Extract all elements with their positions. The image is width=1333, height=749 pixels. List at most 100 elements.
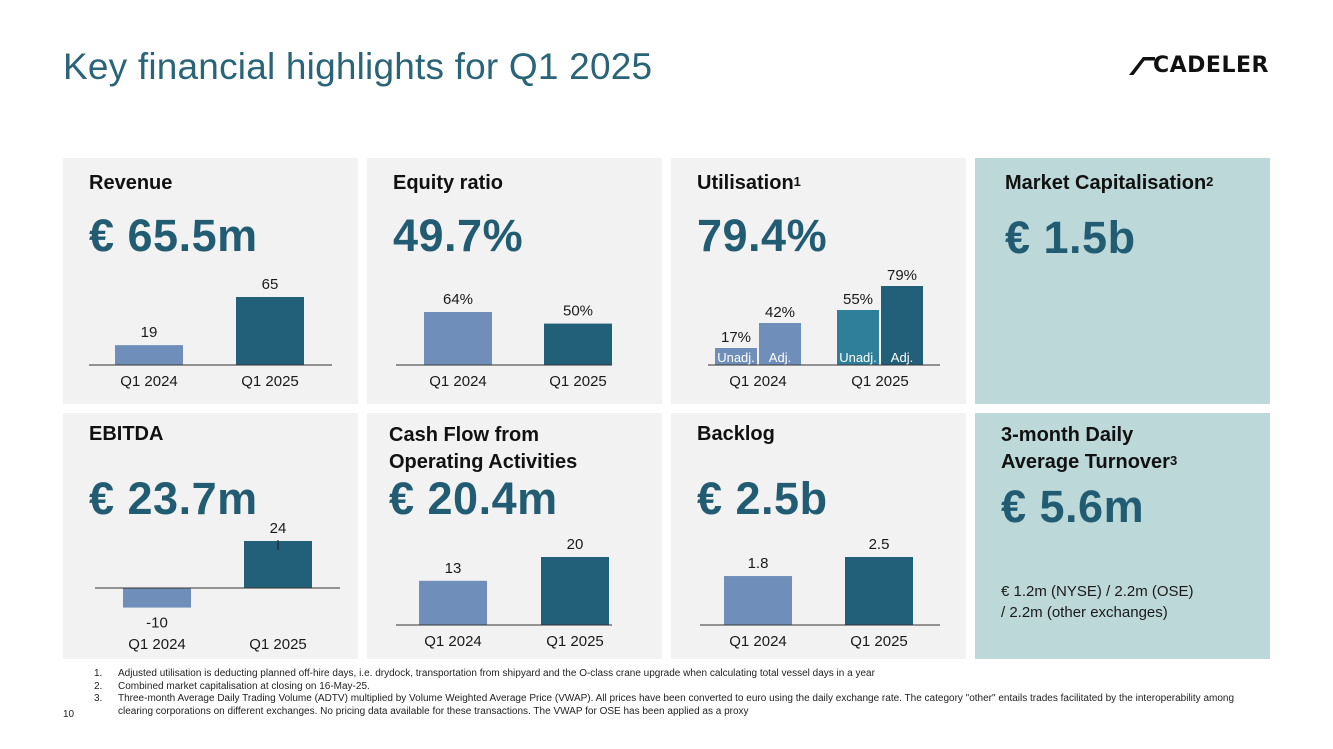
revenue-chart: 19 Q1 2024 65 Q1 2025 [89,276,332,390]
data-label: 17% [721,329,751,346]
tick-label: Q1 2025 [546,633,604,650]
turnover-note: € 1.2m (NYSE) / 2.2m (OSE) / 2.2m (other… [1001,581,1194,623]
footnote-1-num: 1. [94,668,103,679]
series-label: Adj. [891,350,913,365]
bar-q1-2024 [123,588,191,608]
footnote-1-text: Adjusted utilisation is deducting planne… [118,668,875,679]
revenue-value: € 65.5m [89,210,258,261]
backlog-value: € 2.5b [697,473,828,524]
ebitda-chart: -10 Q1 2024 24 Q1 2025 [95,520,340,653]
bar-q1-2024 [115,345,183,365]
backlog-chart: 1.8 Q1 2024 2.5 Q1 2025 [700,536,940,650]
utilisation-chart: 17% Unadj. 55% Unadj. 42% Adj. 79% Adj. Q1 2024 Q… [708,267,940,390]
footnote-ref-2: 2 [1206,174,1214,189]
market-cap-value: € 1.5b [1005,212,1136,263]
revenue-card: Revenue € 65.5m 19 Q1 2024 65 Q1 2025 [63,158,358,404]
data-label: 50% [563,303,593,320]
data-label: 19 [141,324,158,341]
bar-unadj-q1-2024 [715,348,757,365]
footnote-1: 1. Adjusted utilisation is deducting plan… [94,668,1264,681]
tick-label: Q1 2025 [249,636,307,653]
data-label: -10 [146,615,168,632]
utilisation-label: Utilisation1 [697,170,801,197]
cadeler-mark-icon [1129,57,1155,75]
tick-label: Q1 2025 [241,373,299,390]
bar-unadj-q1-2025 [837,310,879,365]
backlog-card: Backlog € 2.5b 1.8 Q1 2024 2.5 Q1 2025 [671,413,966,659]
turnover-value: € 5.6m [1001,481,1145,532]
cashflow-label: Cash Flow from Operating Activities [389,422,577,476]
utilisation-card: Utilisation1 79.4% 17% Unadj. 55% Unadj. 42%… [671,158,966,404]
tick-label: Q1 2025 [850,633,908,650]
revenue-label: Revenue [89,172,173,194]
bar-adj-q1-2025 [881,286,923,365]
footnote-3: 3. Three-month Average Daily Trading Volu… [94,693,1264,718]
bar-q1-2025 [845,557,913,625]
turnover-note-line1: € 1.2m (NYSE) / 2.2m (OSE) [1001,583,1194,600]
bar-adj-q1-2024 [759,323,801,365]
tick-label: Q1 2024 [429,373,487,390]
market-cap-label-text: Market Capitalisation [1005,172,1207,194]
tick-label: Q1 2025 [851,373,909,390]
footnotes: 1. Adjusted utilisation is deducting plan… [94,668,1264,718]
data-label: 2.5 [869,536,890,553]
ebitda-label: EBITDA [89,423,164,445]
turnover-note-line2: / 2.2m (other exchanges) [1001,604,1168,621]
data-label: 1.8 [748,555,769,572]
page-number: 10 [63,709,75,720]
page-title: Key financial highlights for Q1 2025 [63,46,653,87]
bar-q1-2024 [419,580,487,625]
data-label: 79% [887,267,917,284]
tick-label: Q1 2024 [424,633,482,650]
equity-ratio-label: Equity ratio [393,172,504,194]
data-label: 64% [443,291,473,308]
footnote-2-num: 2. [94,680,103,692]
cashflow-value: € 20.4m [389,473,558,524]
data-label: 24 [270,520,287,537]
turnover-label-line1: 3-month Daily [1001,424,1134,446]
bar-q1-2024 [724,576,792,625]
footnote-2-text: Combined market capitalisation at closin… [118,680,370,692]
backlog-label: Backlog [697,423,775,445]
cashflow-label-line2: Operating Activities [389,451,578,473]
turnover-label-line2-wrap: Average Turnover3 [1001,449,1177,476]
ebitda-card: EBITDA € 23.7m -10 Q1 2024 24 Q1 2025 [63,413,358,659]
cashflow-card: Cash Flow from Operating Activities € 20… [367,413,662,659]
data-label: 20 [567,536,584,553]
tick-label: Q1 2024 [729,373,787,390]
footnote-ref-1: 1 [793,174,801,189]
series-label: Unadj. [717,350,755,365]
data-label: 13 [445,560,462,577]
ebitda-value: € 23.7m [89,473,258,524]
tick-label: Q1 2024 [729,633,787,650]
bar-q1-2025 [541,557,609,625]
footnote-3-text: Three-month Average Daily Trading Volume… [118,693,1235,717]
cashflow-label-line1: Cash Flow from [389,424,540,446]
cashflow-chart: 13 Q1 2024 20 Q1 2025 [396,536,612,650]
turnover-label: 3-month Daily Average Turnover3 [1001,422,1177,476]
bar-q1-2024 [424,312,492,365]
equity-ratio-card: Equity ratio 49.7% 64% Q1 2024 50% Q1 2025 [367,158,662,404]
bar-q1-2025 [236,297,304,365]
equity-ratio-chart: 64% Q1 2024 50% Q1 2025 [396,291,612,390]
market-cap-card: Market Capitalisation2 € 1.5b [975,158,1270,404]
turnover-label-line2: Average Turnover [1001,451,1170,473]
data-label: 65 [262,276,279,293]
data-label: 42% [765,304,795,321]
tick-label: Q1 2024 [120,373,178,390]
footnote-3-num: 3. [94,693,103,705]
series-label: Unadj. [839,350,877,365]
utilisation-value: 79.4% [697,210,828,261]
footnote-ref-3: 3 [1169,453,1178,468]
bar-q1-2025 [544,323,612,365]
footnote-2: 2. Combined market capitalisation at clos… [94,681,1264,694]
turnover-card: 3-month Daily Average Turnover3 € 5.6m €… [975,413,1270,659]
series-label: Adj. [769,350,791,365]
tick-label: Q1 2024 [128,636,186,653]
logo-text: CADELER [1153,52,1269,78]
tick-label: Q1 2025 [549,373,607,390]
market-cap-label: Market Capitalisation2 [1005,170,1213,197]
equity-ratio-value: 49.7% [393,210,524,261]
data-label: 55% [843,291,873,308]
utilisation-label-text: Utilisation [697,172,794,194]
